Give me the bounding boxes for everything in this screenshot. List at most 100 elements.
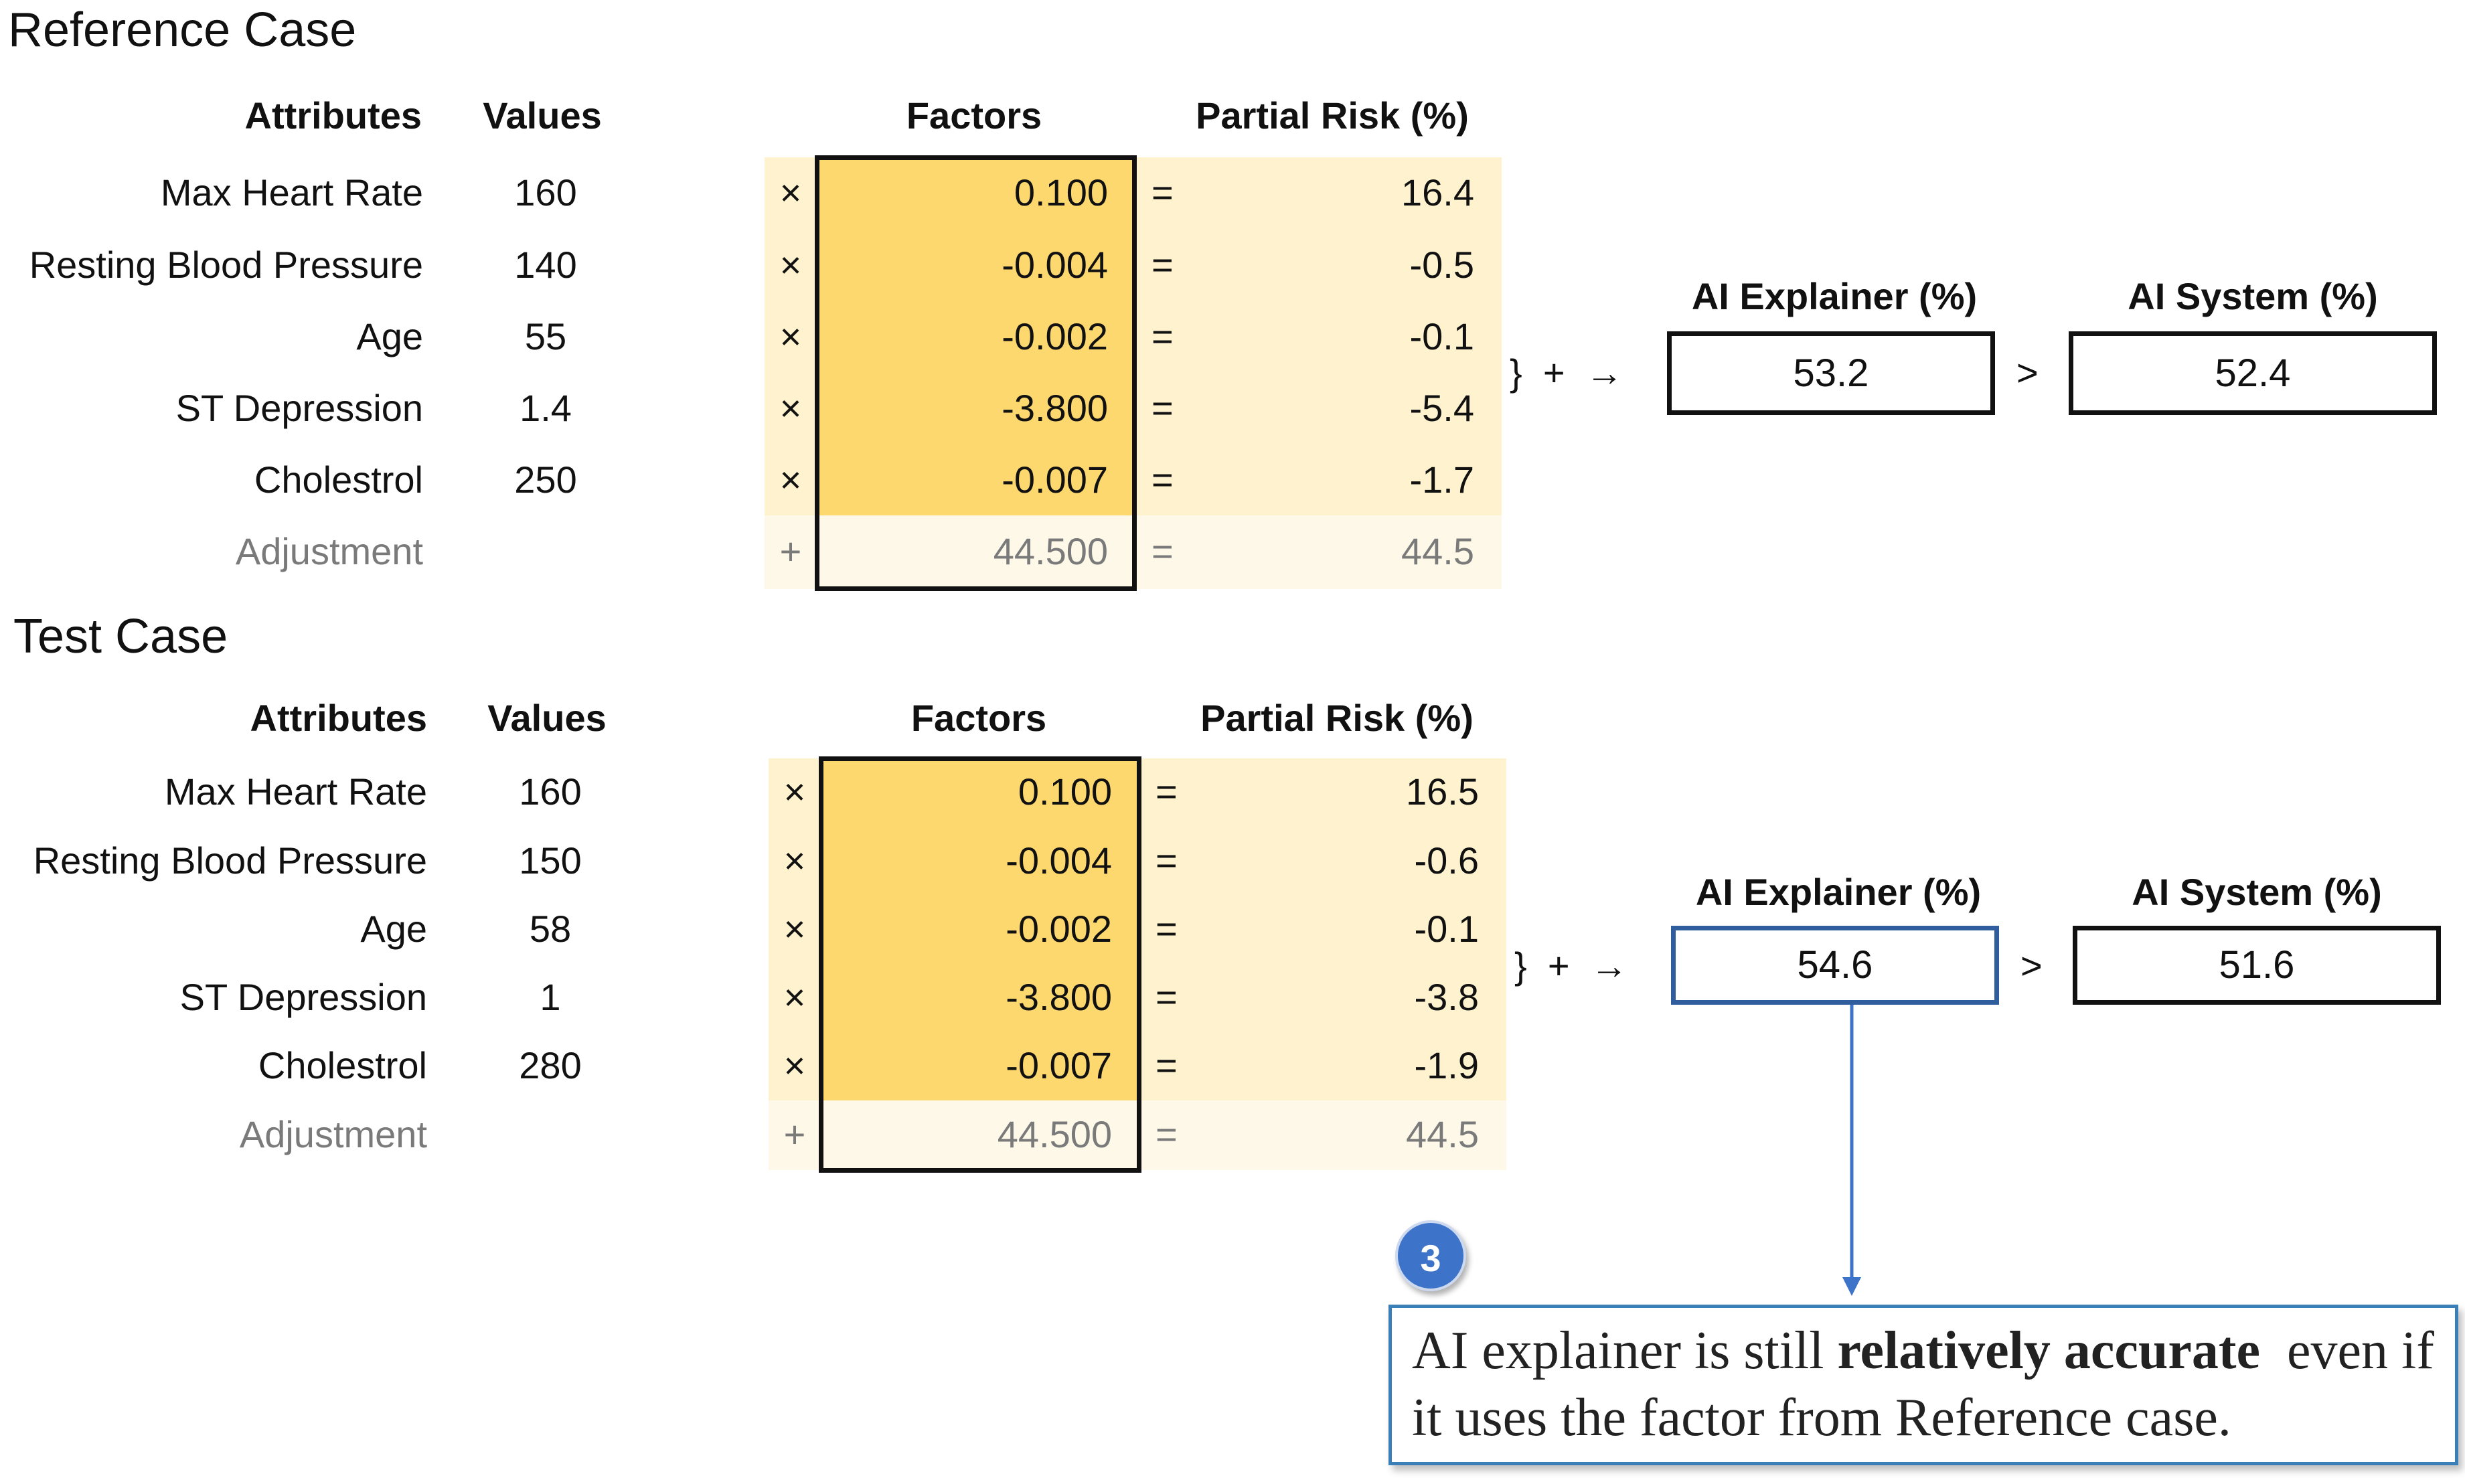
attribute-value: 58: [529, 908, 572, 950]
plus-operator: +: [779, 530, 802, 572]
factor-value: 0.100: [1014, 171, 1108, 214]
partial-risk-value: -3.8: [1414, 976, 1480, 1018]
attribute-label: Resting Blood Pressure: [29, 244, 423, 286]
partial-risk-header: Partial Risk (%): [1196, 94, 1469, 137]
equals-operator: =: [1151, 244, 1174, 286]
adjustment-risk: 44.5: [1406, 1113, 1479, 1155]
plus-operator: +: [783, 1113, 806, 1155]
reference-case-title: Reference Case: [8, 3, 357, 57]
attribute-label: Age: [356, 315, 423, 357]
greater-than-sign: >: [2016, 351, 2039, 394]
equals-operator: =: [1156, 770, 1178, 813]
equals-operator: =: [1151, 387, 1174, 429]
equals-operator: =: [1151, 459, 1174, 501]
adjustment-risk: 44.5: [1401, 530, 1474, 572]
partial-risk-value: -0.5: [1409, 244, 1475, 286]
factor-value: -0.004: [1002, 244, 1108, 286]
adjustment-factor: 44.500: [993, 530, 1108, 572]
adjustment-label: Adjustment: [239, 1113, 427, 1155]
sum-brace-arrow: } + →: [1514, 944, 1628, 987]
sum-brace-arrow: } + →: [1510, 351, 1623, 394]
ai-system-value: 52.4: [2215, 351, 2291, 395]
ai-explainer-value: 54.6: [1797, 943, 1873, 987]
attribute-value: 1.4: [520, 387, 572, 429]
partial-risk-header: Partial Risk (%): [1200, 697, 1474, 739]
factors-header: Factors: [910, 697, 1047, 739]
equals-operator: =: [1156, 908, 1178, 950]
factor-value: -0.002: [1002, 315, 1108, 357]
attribute-label: Cholestrol: [258, 1044, 427, 1086]
factor-value: -3.800: [1002, 387, 1108, 429]
partial-risk-value: -0.1: [1414, 908, 1480, 950]
equals-operator: =: [1151, 171, 1174, 214]
partial-risk-value: 16.5: [1406, 770, 1479, 813]
partial-risk-value: -0.6: [1414, 839, 1480, 882]
multiply-operator: ×: [779, 459, 802, 501]
attribute-value: 160: [514, 171, 577, 214]
callout-text-start: AI explainer is still: [1412, 1321, 1838, 1380]
equals-operator: =: [1156, 839, 1178, 882]
adjustment-label: Adjustment: [235, 530, 423, 572]
attribute-value: 55: [524, 315, 567, 357]
factor-column-box: [815, 155, 1137, 591]
reference-case-section: Reference Case Attributes Values Factors…: [0, 0, 2465, 602]
attribute-value: 140: [514, 244, 577, 286]
partial-risk-value: -0.1: [1409, 315, 1475, 357]
ai-explainer-label: AI Explainer (%): [1691, 275, 1978, 317]
multiply-operator: ×: [783, 908, 806, 950]
attribute-label: Cholestrol: [254, 459, 423, 501]
test-case-section: Test Case Attributes Values Factors Part…: [13, 610, 2441, 1173]
adjustment-factor: 44.500: [997, 1113, 1112, 1155]
attribute-value: 150: [519, 839, 582, 882]
attribute-label: Resting Blood Pressure: [33, 839, 427, 882]
step-number-badge: 3: [1395, 1220, 1466, 1291]
risk-column-fill: [1135, 157, 1502, 515]
ai-system-value: 51.6: [2219, 943, 2295, 987]
attribute-value: 280: [519, 1044, 582, 1086]
callout-box: AI explainer is still relatively accurat…: [1388, 1305, 2458, 1465]
factor-value: -3.800: [1006, 976, 1112, 1018]
partial-risk-value: -1.7: [1409, 459, 1475, 501]
risk-column-fill: [1139, 758, 1506, 1100]
attribute-label: ST Depression: [175, 387, 423, 429]
factor-value: -0.007: [1006, 1044, 1112, 1086]
ai-system-box: 51.6: [2073, 926, 2441, 1005]
callout-text-end: even if it uses the factor from Referenc…: [1412, 1321, 2448, 1447]
factor-column-fill: [817, 157, 1135, 515]
factor-value: -0.004: [1006, 839, 1112, 882]
partial-risk-value: -5.4: [1409, 387, 1475, 429]
partial-risk-value: 16.4: [1401, 171, 1474, 214]
multiply-operator: ×: [783, 770, 806, 813]
operator-column-fill: [765, 157, 817, 515]
partial-risk-value: -1.9: [1414, 1044, 1480, 1086]
ai-explainer-box: 53.2: [1667, 331, 1995, 415]
ai-explainer-box: 54.6: [1671, 926, 1999, 1005]
ai-explainer-label: AI Explainer (%): [1695, 871, 1982, 913]
attribute-label: Max Heart Rate: [160, 171, 423, 214]
attribute-label: Age: [360, 908, 427, 950]
values-header: Values: [487, 697, 607, 739]
factor-value: 0.100: [1018, 770, 1112, 813]
multiply-operator: ×: [779, 244, 802, 286]
attributes-header: Attributes: [244, 94, 422, 137]
multiply-operator: ×: [783, 976, 806, 1018]
multiply-operator: ×: [783, 839, 806, 882]
multiply-operator: ×: [779, 315, 802, 357]
attribute-label: ST Depression: [179, 976, 427, 1018]
equals-operator: =: [1156, 1044, 1178, 1086]
attribute-label: Max Heart Rate: [164, 770, 427, 813]
test-case-title: Test Case: [13, 610, 228, 663]
attribute-value: 160: [519, 770, 582, 813]
multiply-operator: ×: [783, 1044, 806, 1086]
equals-operator: =: [1151, 315, 1174, 357]
ai-system-label: AI System (%): [2132, 871, 2382, 913]
operator-column-fill: [769, 758, 821, 1100]
attributes-header: Attributes: [250, 697, 427, 739]
multiply-operator: ×: [779, 387, 802, 429]
attribute-value: 250: [514, 459, 577, 501]
values-header: Values: [483, 94, 602, 137]
ai-system-box: 52.4: [2069, 331, 2437, 415]
factor-column-fill: [821, 758, 1139, 1100]
ai-explainer-value: 53.2: [1793, 351, 1869, 395]
equals-operator: =: [1151, 530, 1174, 572]
